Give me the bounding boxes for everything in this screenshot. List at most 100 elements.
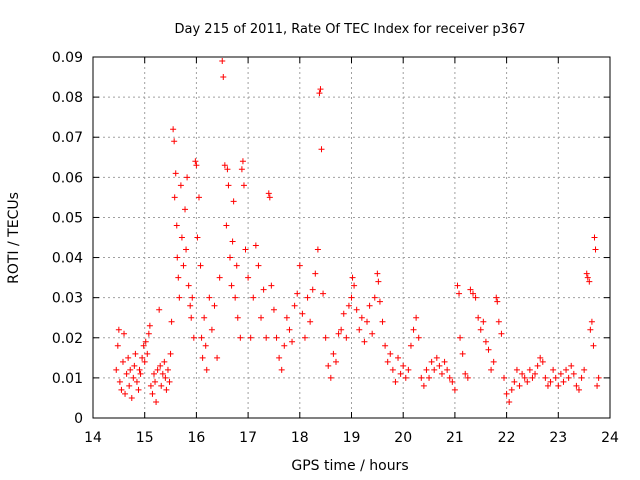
data-point xyxy=(219,58,226,65)
y-tick-label: 0.01 xyxy=(52,371,83,387)
data-point xyxy=(192,158,199,165)
data-point xyxy=(555,382,562,389)
data-point xyxy=(356,326,363,333)
data-point xyxy=(591,234,598,241)
data-point xyxy=(335,330,342,337)
data-point xyxy=(495,318,502,325)
data-point xyxy=(184,174,191,181)
data-point xyxy=(407,342,414,349)
data-point xyxy=(283,314,290,321)
data-point xyxy=(260,286,267,293)
data-point xyxy=(178,234,185,241)
data-point xyxy=(340,310,347,317)
data-point xyxy=(462,370,469,377)
x-axis-label: GPS time / hours xyxy=(291,458,408,474)
data-point xyxy=(171,138,178,145)
data-point xyxy=(299,310,306,317)
data-point xyxy=(366,302,373,309)
data-point xyxy=(511,378,518,385)
data-point xyxy=(472,294,479,301)
data-point xyxy=(570,370,577,377)
data-point xyxy=(187,302,194,309)
data-point xyxy=(278,366,285,373)
y-tick-label: 0.05 xyxy=(52,210,83,226)
data-point xyxy=(234,314,241,321)
data-point xyxy=(358,314,365,321)
x-tick-labels: 14 15 16 17 18 19 20 21 22 23 24 xyxy=(84,430,619,446)
data-point xyxy=(418,374,425,381)
data-point xyxy=(449,378,456,385)
data-point xyxy=(203,366,210,373)
data-point xyxy=(268,282,275,289)
data-point xyxy=(568,362,575,369)
x-tick-label: 22 xyxy=(498,430,516,446)
data-point xyxy=(426,374,433,381)
x-tick-label: 23 xyxy=(549,430,567,446)
data-point xyxy=(255,262,262,269)
data-point xyxy=(289,338,296,345)
data-point xyxy=(318,146,325,153)
data-point xyxy=(199,354,206,361)
data-point xyxy=(188,314,195,321)
data-point xyxy=(446,374,453,381)
x-tick-label: 19 xyxy=(343,430,361,446)
data-point xyxy=(338,326,345,333)
data-point xyxy=(145,330,152,337)
data-point xyxy=(151,370,158,377)
data-point xyxy=(493,294,500,301)
axis-ticks xyxy=(92,56,611,419)
data-point xyxy=(402,374,409,381)
y-tick-label: 0.04 xyxy=(52,251,83,267)
data-point xyxy=(202,342,209,349)
data-point xyxy=(387,350,394,357)
data-point xyxy=(405,366,412,373)
data-point xyxy=(126,382,133,389)
data-point xyxy=(490,358,497,365)
data-point xyxy=(177,182,184,189)
data-point xyxy=(144,350,151,357)
data-point xyxy=(438,370,445,377)
y-tick-label: 0.02 xyxy=(52,331,83,347)
x-tick-label: 20 xyxy=(394,430,412,446)
data-point xyxy=(436,362,443,369)
data-point xyxy=(232,294,239,301)
data-point xyxy=(534,362,541,369)
data-point xyxy=(488,366,495,373)
y-tick-label: 0.07 xyxy=(52,130,83,146)
data-point xyxy=(415,334,422,341)
data-point xyxy=(135,386,142,393)
data-point xyxy=(227,254,234,261)
data-point xyxy=(229,238,236,245)
data-point xyxy=(216,274,223,281)
data-point xyxy=(494,298,501,305)
data-point xyxy=(544,382,551,389)
data-point xyxy=(273,334,280,341)
data-point xyxy=(194,234,201,241)
data-point xyxy=(348,294,355,301)
data-point xyxy=(185,282,192,289)
data-point xyxy=(459,350,466,357)
data-point xyxy=(374,270,381,277)
data-point xyxy=(581,366,588,373)
data-point xyxy=(314,246,321,253)
data-point xyxy=(136,366,143,373)
y-tick-label: 0.09 xyxy=(52,50,83,66)
data-point xyxy=(125,354,132,361)
y-tick-label: 0.06 xyxy=(52,170,83,186)
data-point xyxy=(592,246,599,253)
data-point xyxy=(595,374,602,381)
data-point xyxy=(263,334,270,341)
data-point xyxy=(364,318,371,325)
data-point xyxy=(563,366,570,373)
data-point xyxy=(590,342,597,349)
data-point xyxy=(142,338,149,345)
data-point xyxy=(140,342,147,349)
data-point xyxy=(400,362,407,369)
data-point xyxy=(513,366,520,373)
data-point xyxy=(588,318,595,325)
data-point xyxy=(475,314,482,321)
data-point xyxy=(526,366,533,373)
data-point xyxy=(190,334,197,341)
data-point xyxy=(506,398,513,405)
